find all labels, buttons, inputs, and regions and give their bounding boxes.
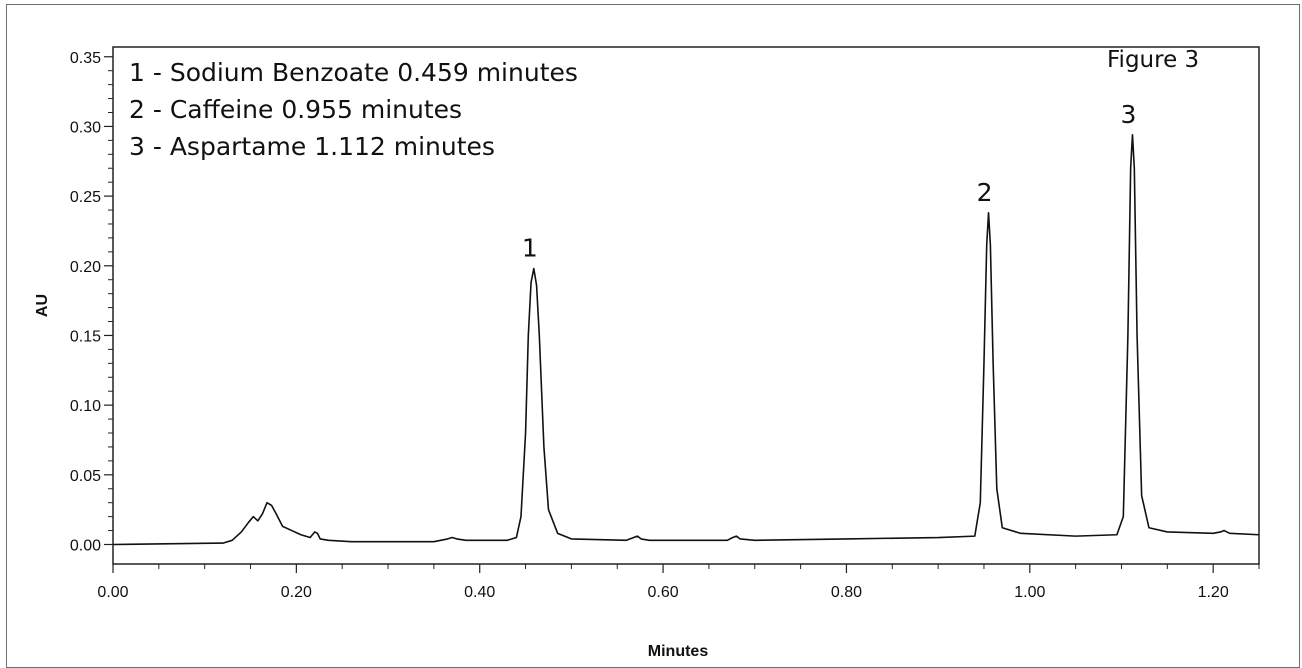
x-axis-title: Minutes (648, 643, 709, 660)
y-tick-label: 0.20 (70, 259, 101, 276)
peak-labels: 1 2 3 (522, 100, 1137, 263)
x-tick-label: 0.60 (648, 584, 679, 601)
legend-entry-3: 3 - Aspartame 1.112 minutes (129, 132, 495, 161)
legend-entry-1: 1 - Sodium Benzoate 0.459 minutes (129, 58, 578, 87)
legend: 1 - Sodium Benzoate 0.459 minutes 2 - Ca… (129, 58, 578, 161)
x-tick-label: 1.00 (1014, 584, 1045, 601)
y-axis: 0.00 0.05 0.10 0.15 0.20 0.25 0.30 0.35 (70, 50, 113, 554)
y-tick-label: 0.35 (70, 50, 101, 67)
x-tick-label: 1.20 (1198, 584, 1229, 601)
x-tick-label: 0.40 (464, 584, 495, 601)
y-tick-label: 0.10 (70, 398, 101, 415)
x-tick-label: 0.00 (97, 584, 128, 601)
chart-frame: 0.00 0.05 0.10 0.15 0.20 0.25 0.30 0.35 0.00 0.2… (6, 4, 1300, 668)
y-tick-label: 0.30 (70, 119, 101, 136)
x-tick-label: 0.20 (281, 584, 312, 601)
peak-number-label: 3 (1121, 100, 1137, 129)
y-axis-title: AU (34, 294, 51, 317)
y-tick-label: 0.00 (70, 537, 101, 554)
y-tick-label: 0.05 (70, 468, 101, 485)
x-tick-label: 0.80 (831, 584, 862, 601)
legend-entry-2: 2 - Caffeine 0.955 minutes (129, 95, 462, 124)
figure-label: Figure 3 (1107, 47, 1199, 73)
plot-area-border (112, 46, 1260, 565)
x-axis: 0.00 0.20 0.40 0.60 0.80 1.00 1.20 (97, 564, 1260, 601)
chromatogram-chart: 0.00 0.05 0.10 0.15 0.20 0.25 0.30 0.35 0.00 0.2… (34, 46, 1260, 660)
chromatogram-trace-line (112, 133, 1260, 546)
y-tick-label: 0.15 (70, 328, 101, 345)
peak-number-label: 1 (522, 234, 538, 263)
peak-number-label: 2 (977, 178, 993, 207)
y-tick-label: 0.25 (70, 189, 101, 206)
series-layer (112, 133, 1260, 546)
